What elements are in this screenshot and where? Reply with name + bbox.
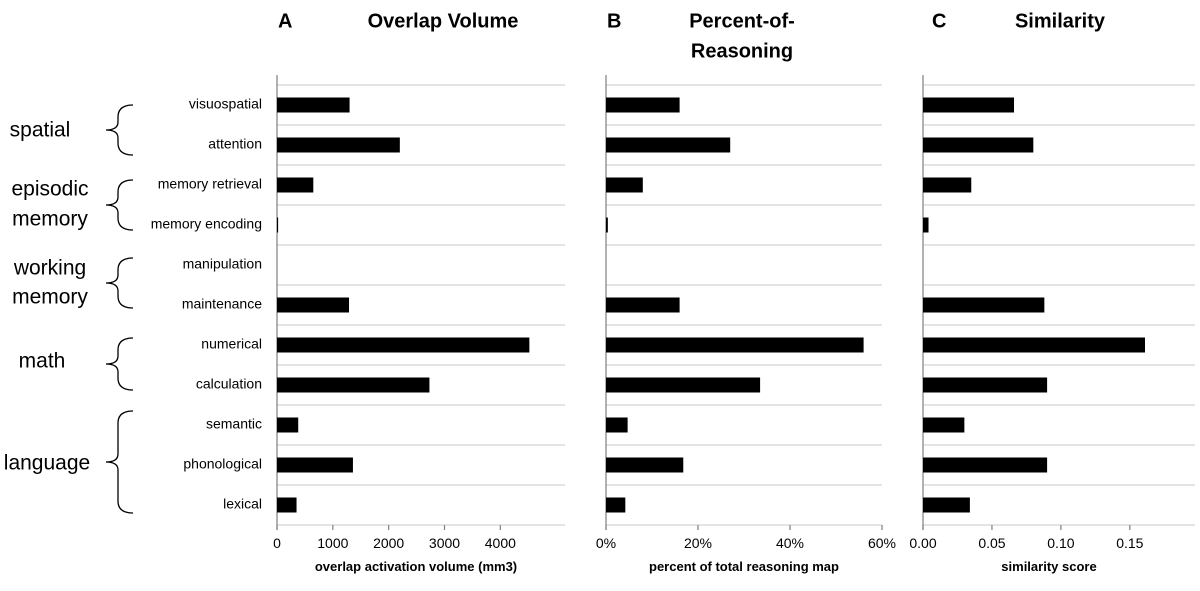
- panel-a-tick-label: 2000: [373, 535, 404, 551]
- panel-c-title: Similarity: [1015, 10, 1106, 32]
- panel-c-bar-memory-retrieval: [923, 177, 972, 193]
- panel-b-bar-attention: [606, 137, 731, 153]
- panel-c-tick-label: 0.00: [909, 535, 936, 551]
- category-label-lexical: lexical: [223, 496, 262, 512]
- panel-a-tick-label: 1000: [317, 535, 348, 551]
- panel-c-bar-lexical: [923, 497, 970, 513]
- panel-b-bar-memory-retrieval: [606, 177, 643, 193]
- panel-a-bar-attention: [277, 137, 400, 153]
- panel-c-bar-phonological: [923, 457, 1048, 473]
- category-label-memory-encoding: memory encoding: [151, 216, 262, 232]
- panel-c-tick-label: 0.15: [1116, 535, 1143, 551]
- panel-c-bar-maintenance: [923, 297, 1045, 313]
- panel-c-bar-memory-encoding: [923, 217, 929, 233]
- panel-a-letter: A: [278, 10, 292, 32]
- panel-a-xaxis-title: overlap activation volume (mm3): [315, 559, 517, 574]
- panel-c-bar-visuospatial: [923, 97, 1015, 113]
- panel-a-bar-semantic: [277, 417, 299, 433]
- panel-b-letter: B: [607, 10, 621, 32]
- panel-c-bar-semantic: [923, 417, 965, 433]
- group-brace-working-memory: [105, 257, 134, 309]
- panel-c-tick-label: 0.05: [978, 535, 1005, 551]
- category-label-phonological: phonological: [183, 456, 262, 472]
- panel-c-bar-attention: [923, 137, 1034, 153]
- panel-b-tick-label: 40%: [776, 535, 804, 551]
- panel-c-xaxis-title: similarity score: [1001, 559, 1096, 574]
- panel-b-bar-memory-encoding: [606, 217, 608, 233]
- panel-a-bar-maintenance: [277, 297, 350, 313]
- panel-b-title-line-2: Reasoning: [691, 40, 793, 62]
- group-brace-episodic-memory: [105, 179, 134, 231]
- group-brace-math: [105, 337, 134, 391]
- panel-b-bar-phonological: [606, 457, 684, 473]
- category-label-memory-retrieval: memory retrieval: [158, 176, 262, 192]
- panel-b-tick-label: 20%: [684, 535, 712, 551]
- panel-b-bar-semantic: [606, 417, 628, 433]
- panel-b-xaxis-title: percent of total reasoning map: [649, 559, 839, 574]
- panel-c-bar-calculation: [923, 377, 1048, 393]
- panel-c-bar-numerical: [923, 337, 1146, 353]
- panel-a-tick-label: 3000: [429, 535, 460, 551]
- panel-a-bar-calculation: [277, 377, 430, 393]
- group-label-math: math: [19, 350, 66, 373]
- panel-a-bar-lexical: [277, 497, 297, 513]
- panel-b-title-line-1: Percent-of-: [689, 10, 795, 32]
- category-label-visuospatial: visuospatial: [189, 96, 262, 112]
- group-label-working-memory-line-1: working: [13, 257, 86, 280]
- panel-c-tick-label: 0.10: [1047, 535, 1074, 551]
- panel-a-tick-label: 0: [273, 535, 281, 551]
- panel-a-bar-numerical: [277, 337, 530, 353]
- group-brace-language: [105, 410, 134, 514]
- panel-b-bar-visuospatial: [606, 97, 680, 113]
- panel-a-bar-phonological: [277, 457, 353, 473]
- panel-c-letter: C: [932, 10, 946, 32]
- panel-a-title: Overlap Volume: [368, 10, 519, 32]
- category-label-semantic: semantic: [206, 416, 262, 432]
- group-label-episodic-memory-line-2: memory: [12, 208, 88, 231]
- category-label-numerical: numerical: [201, 336, 262, 352]
- panel-a-bar-memory-retrieval: [277, 177, 314, 193]
- category-label-calculation: calculation: [196, 376, 262, 392]
- group-label-spatial: spatial: [10, 119, 71, 142]
- panel-b-tick-label: 60%: [868, 535, 896, 551]
- category-label-attention: attention: [208, 136, 262, 152]
- category-label-maintenance: maintenance: [182, 296, 262, 312]
- group-label-episodic-memory-line-1: episodic: [11, 178, 88, 201]
- panel-a-bar-visuospatial: [277, 97, 350, 113]
- group-brace-spatial: [105, 104, 134, 156]
- group-label-language: language: [4, 452, 90, 475]
- panel-b-bar-lexical: [606, 497, 626, 513]
- panel-b-bar-maintenance: [606, 297, 680, 313]
- panel-a-tick-label: 4000: [485, 535, 516, 551]
- panel-a-bar-memory-encoding: [277, 217, 279, 233]
- panel-b-bar-calculation: [606, 377, 761, 393]
- group-label-working-memory-line-2: memory: [12, 286, 88, 309]
- category-label-manipulation: manipulation: [183, 256, 262, 272]
- panel-b-bar-numerical: [606, 337, 864, 353]
- panel-b-tick-label: 0%: [596, 535, 616, 551]
